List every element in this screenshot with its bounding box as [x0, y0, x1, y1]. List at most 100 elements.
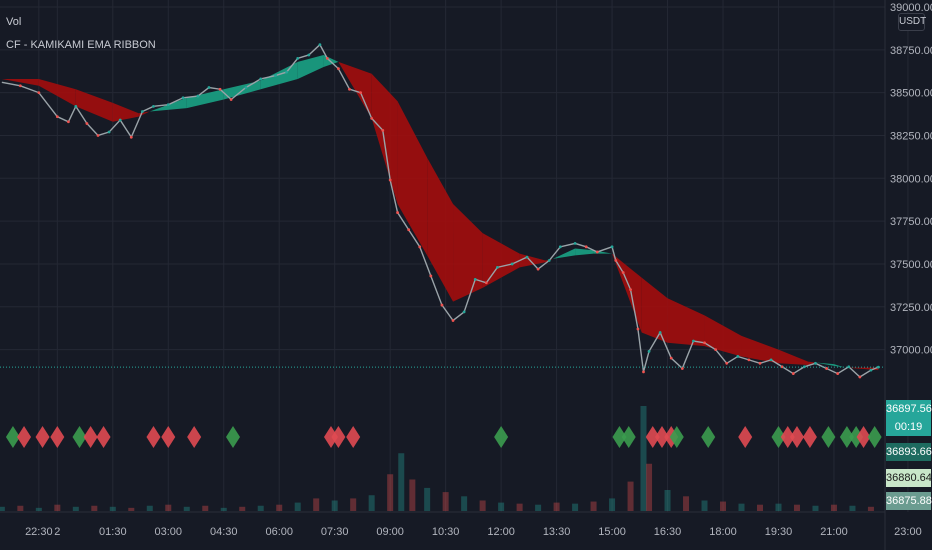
ribbon-segment — [186, 89, 224, 109]
volume-bar — [720, 501, 727, 511]
ribbon-segment — [338, 61, 372, 119]
ribbon-segment — [641, 277, 668, 343]
price-tag-2: 36893.66 — [886, 443, 932, 461]
y-tick-label: 37500.00 — [890, 259, 932, 271]
volume-bar — [590, 501, 597, 511]
price-series — [0, 43, 885, 379]
ribbon-segment — [297, 54, 324, 79]
price-point — [636, 327, 640, 331]
price-point — [440, 303, 444, 307]
price-point — [181, 96, 185, 100]
price-axis: 39000.00 38750.00 38500.00 38250.00 38000.00… — [890, 2, 932, 357]
price-point — [396, 211, 399, 214]
price-point — [218, 87, 222, 91]
x-tick-label: 01:30 — [99, 526, 127, 538]
volume-bar — [498, 502, 505, 511]
price-point — [451, 319, 455, 322]
currency-button[interactable]: USDT — [898, 13, 926, 31]
ribbon-segment — [704, 315, 742, 357]
price-point — [496, 265, 499, 269]
ribbon-segment — [75, 89, 113, 122]
volume-bar — [627, 481, 634, 511]
price-point — [536, 267, 540, 271]
volume-bar — [313, 498, 320, 511]
price-point — [37, 91, 41, 95]
bear-signal-marker — [17, 426, 32, 448]
ribbon-segment — [575, 248, 594, 256]
volume-bar — [202, 505, 209, 511]
ribbon-segment — [1, 78, 39, 86]
ema-ribbon — [1, 54, 879, 371]
price-point — [285, 70, 289, 74]
volume-indicator-label[interactable]: Vol — [6, 16, 22, 28]
x-tick-label: 04:30 — [210, 526, 238, 538]
ribbon-segment — [667, 298, 705, 347]
x-tick-label: 2 — [54, 526, 60, 538]
price-point — [610, 245, 614, 249]
bull-signal-marker — [701, 426, 716, 448]
price-point — [307, 53, 311, 57]
price-point — [510, 262, 514, 266]
price-point — [473, 277, 477, 281]
x-tick-label: 03:00 — [155, 526, 183, 538]
bear-signal-marker — [35, 426, 50, 448]
bear-signal-marker — [856, 426, 871, 448]
x-tick-label: 18:00 — [709, 526, 737, 538]
price-point — [207, 86, 211, 89]
volume-bar — [553, 502, 560, 511]
ribbon-segment — [112, 102, 139, 122]
ribbon-segment — [397, 101, 428, 256]
bear-signal-marker — [738, 426, 753, 448]
price-point — [814, 361, 817, 365]
price-point — [96, 134, 100, 137]
bear-signal-marker — [83, 426, 98, 448]
x-tick-label: 15:00 — [598, 526, 626, 538]
volume-bar — [738, 503, 745, 511]
ribbon-segment — [427, 157, 454, 302]
volume-bar — [409, 479, 416, 511]
volume-bar — [830, 504, 837, 511]
x-tick-label: 10:30 — [432, 526, 460, 538]
price-point — [166, 103, 170, 107]
volume-bar — [442, 492, 449, 511]
volume-bar — [220, 507, 227, 511]
price-point — [747, 358, 751, 362]
price-point — [876, 365, 880, 369]
price-point — [558, 245, 562, 249]
x-tick-label: 12:00 — [487, 526, 515, 538]
volume-bar — [646, 463, 653, 511]
price-point — [629, 288, 632, 292]
volume-bar — [368, 495, 375, 511]
price-point — [858, 375, 862, 379]
price-point — [129, 135, 133, 139]
bull-signal-marker — [821, 426, 836, 448]
volume-bar — [640, 406, 647, 511]
volume-bar — [128, 507, 135, 511]
volume-bar — [479, 500, 486, 511]
volume-bar — [72, 506, 79, 511]
last-price-tag: 36897.56 — [886, 400, 932, 418]
bull-signal-marker — [849, 426, 864, 448]
price-point — [274, 74, 277, 77]
volume-bar — [424, 487, 431, 511]
x-tick-label: 06:00 — [265, 526, 293, 538]
price-point — [244, 86, 248, 89]
price-point — [74, 104, 78, 108]
price-point — [359, 91, 362, 95]
volume-bar — [461, 496, 468, 511]
x-tick-label: 21:00 — [820, 526, 848, 538]
x-tick-label: 07:30 — [321, 526, 349, 538]
ribbon-segment — [38, 78, 76, 107]
price-point — [318, 43, 322, 47]
volume-bar — [701, 500, 708, 511]
ribbon-indicator-label[interactable]: CF - KAMIKAMI EMA RIBBON — [6, 39, 156, 51]
bear-signal-marker — [323, 426, 338, 448]
price-point — [484, 281, 488, 285]
price-point — [703, 341, 706, 345]
bull-signal-marker — [771, 426, 786, 448]
volume-bar — [572, 503, 579, 511]
price-point — [196, 94, 200, 98]
price-point — [259, 77, 263, 81]
bull-signal-marker — [225, 426, 240, 448]
